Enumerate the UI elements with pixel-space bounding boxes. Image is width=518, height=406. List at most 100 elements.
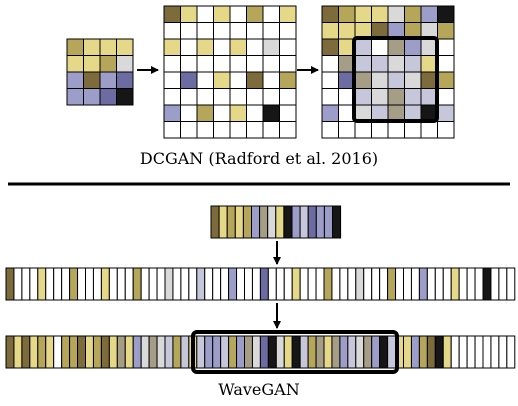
- dcgan-output-cell: [321, 22, 339, 40]
- dcgan-output-cell: [321, 88, 339, 106]
- wavegan-output-cell: [116, 335, 126, 369]
- dcgan-upsampled-cell: [180, 71, 198, 89]
- wavegan-upsampled-cell: [92, 267, 102, 301]
- dcgan-upsampled-cell: [229, 104, 247, 122]
- dcgan-output-cell: [387, 121, 405, 139]
- dcgan-upsampled-cell: [262, 88, 280, 106]
- dcgan-output-cell: [404, 71, 422, 89]
- dcgan-output-cell: [321, 71, 339, 89]
- dcgan-upsampled-cell: [180, 38, 198, 56]
- wavegan-upsampled-cell: [164, 267, 174, 301]
- wavegan-upsampled-cell: [204, 267, 214, 301]
- dcgan-upsampled-cell: [279, 5, 297, 23]
- dcgan-input-cell: [99, 88, 117, 106]
- dcgan-upsampled-cell: [213, 71, 231, 89]
- wavegan-output-cell: [458, 335, 468, 369]
- wavegan-output-cell: [172, 335, 182, 369]
- wavegan-output-cell: [204, 335, 214, 369]
- wavegan-output-cell: [124, 335, 134, 369]
- wavegan-upsampled-cell: [275, 267, 285, 301]
- wavegan-output-cell: [331, 335, 341, 369]
- wavegan-upsampled-cell: [315, 267, 325, 301]
- dcgan-output-cell: [354, 55, 372, 73]
- wavegan-input-cell: [251, 205, 261, 239]
- dcgan-output-cell: [437, 88, 455, 106]
- wavegan-upsampled-cell: [132, 267, 142, 301]
- wavegan-output-cell: [100, 335, 110, 369]
- wavegan-upsampled-cell: [37, 267, 47, 301]
- dcgan-upsampled-cell: [213, 88, 231, 106]
- dcgan-upsampled-cell: [196, 55, 214, 73]
- wavegan-output-cell: [13, 335, 23, 369]
- dcgan-output-cell: [437, 5, 455, 23]
- wavegan-output-cell: [132, 335, 142, 369]
- dcgan-upsampled-cell: [246, 104, 264, 122]
- dcgan-output-cell: [321, 104, 339, 122]
- dcgan-upsampled-cell: [279, 121, 297, 139]
- wavegan-output-cell: [69, 335, 79, 369]
- wavegan-upsampled-cell: [108, 267, 118, 301]
- wavegan-output-cell: [29, 335, 39, 369]
- wavegan-input-cell: [242, 205, 252, 239]
- dcgan-output-cell: [404, 38, 422, 56]
- dcgan-upsampled-cell: [180, 22, 198, 40]
- wavegan-upsampled-cell: [347, 267, 357, 301]
- wavegan-output-cell: [283, 335, 293, 369]
- wavegan-output-cell: [180, 335, 190, 369]
- dcgan-input-cell: [116, 71, 134, 89]
- wavegan-output-cell: [403, 335, 412, 369]
- wavegan-output-cell: [482, 335, 492, 369]
- dcgan-output-cell: [387, 5, 405, 23]
- dcgan-upsampled-cell: [163, 22, 181, 40]
- dcgan-output-cell: [404, 121, 422, 139]
- wavegan-output-cell: [212, 335, 222, 369]
- wavegan-upsampled-cell: [116, 267, 126, 301]
- wavegan-output-cell: [259, 335, 269, 369]
- dcgan-upsampled-cell: [213, 38, 231, 56]
- wavegan-upsampled-cell: [339, 267, 349, 301]
- dcgan-output-cell: [354, 71, 372, 89]
- wavegan-output-cell: [251, 335, 261, 369]
- dcgan-output-cell: [321, 55, 339, 73]
- dcgan-output-cell: [387, 55, 405, 73]
- dcgan-upsampled-cell: [180, 121, 198, 139]
- wavegan-upsampled-cell: [148, 267, 158, 301]
- dcgan-upsampled-cell: [163, 38, 181, 56]
- wavegan-output-cell: [434, 335, 444, 369]
- dcgan-upsampled-cell: [262, 121, 280, 139]
- dcgan-output-cell: [371, 121, 389, 139]
- wavegan-upsampled-cell: [212, 267, 222, 301]
- dcgan-upsampled-cell: [229, 22, 247, 40]
- wavegan-output-cell: [148, 335, 158, 369]
- wavegan-output-cell: [498, 335, 508, 369]
- wavegan-output-cell: [164, 335, 174, 369]
- dcgan-upsampled-cell: [279, 22, 297, 40]
- wavegan-output-cell: [418, 335, 428, 369]
- dcgan-upsampled-cell: [196, 104, 214, 122]
- wavegan-output-cell: [387, 335, 397, 369]
- dcgan-upsampled-cell: [196, 88, 214, 106]
- wavegan-upsampled-cell: [236, 267, 246, 301]
- dcgan-input-cell: [83, 38, 101, 56]
- wavegan-upsampled-cell: [124, 267, 134, 301]
- wavegan-upsampled-cell: [458, 267, 468, 301]
- wavegan-output-cell: [363, 335, 373, 369]
- dcgan-upsampled-cell: [180, 55, 198, 73]
- wavegan-input-strip: [210, 205, 342, 239]
- wavegan-input-cell: [307, 205, 317, 239]
- dcgan-input-cell: [99, 71, 117, 89]
- wavegan-upsampled-cell: [490, 267, 500, 301]
- wavegan-upsampled-cell: [371, 267, 381, 301]
- dcgan-output-cell: [420, 121, 438, 139]
- dcgan-output-cell: [420, 5, 438, 23]
- wavegan-output-cell: [220, 335, 230, 369]
- wavegan-caption: WaveGAN: [218, 380, 300, 399]
- wavegan-upsampled-cell: [355, 267, 365, 301]
- wavegan-upsampled-cell: [498, 267, 508, 301]
- wavegan-output-cell: [291, 335, 301, 369]
- wavegan-output-cell: [228, 335, 238, 369]
- dcgan-upsampled-cell: [246, 55, 264, 73]
- wavegan-upsampled-cell: [156, 267, 166, 301]
- wavegan-upsampled-cell: [291, 267, 301, 301]
- dcgan-output-cell: [338, 121, 356, 139]
